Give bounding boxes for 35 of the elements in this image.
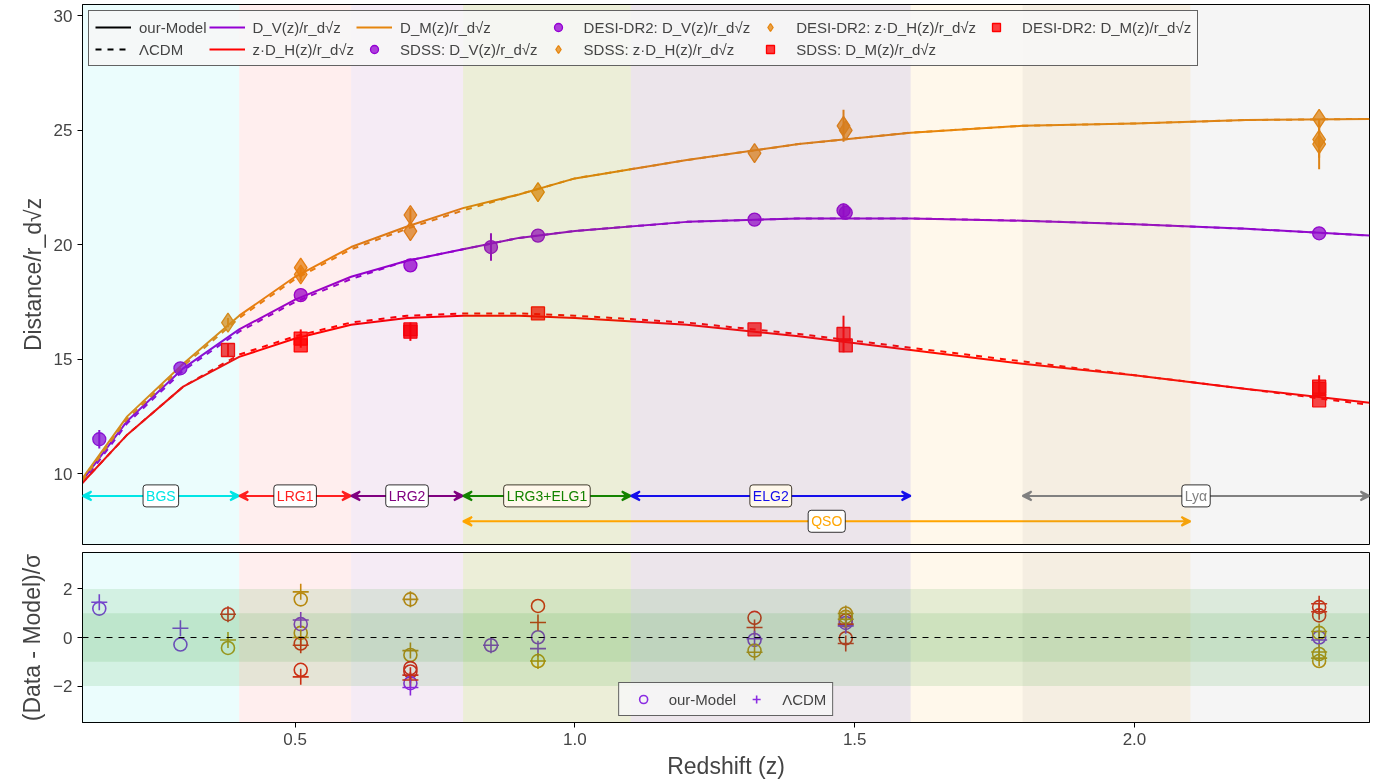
legend-label: DESI-DR2: D_M(z)/r_d√z	[1022, 18, 1192, 36]
x-axis-title: Redshift (z)	[667, 752, 785, 779]
x-tick-label: 1.0	[563, 729, 587, 749]
band-label: BGS	[146, 487, 176, 504]
x-tick-label: 1.5	[842, 729, 867, 749]
legend-label: ΛCDM	[139, 40, 184, 58]
legend-label: SDSS: D_V(z)/r_d√z	[400, 40, 538, 58]
legend-label: ΛCDM	[782, 690, 827, 708]
legend-label: DESI-DR2: z·D_H(z)/r_d√z	[796, 18, 977, 36]
band-label: QSO	[811, 513, 843, 530]
x-tick-label: 0.5	[283, 729, 307, 749]
band-label: LRG1	[276, 487, 314, 504]
band-label: Lyα	[1184, 487, 1208, 504]
band-label: ELG2	[752, 487, 789, 504]
legend-label: our-Model	[139, 18, 207, 36]
legend-label: SDSS: D_M(z)/r_d√z	[796, 40, 937, 58]
y-tick-label: 25	[53, 121, 73, 141]
legend-label: z·D_H(z)/r_d√z	[252, 40, 355, 58]
y-axis-title: (Data - Model)/σ	[19, 553, 46, 722]
legend-label: our-Model	[668, 690, 737, 708]
y-tick-label: −2	[53, 677, 73, 697]
y-tick-label: 15	[53, 350, 73, 370]
x-tick-label: 2.0	[1122, 729, 1147, 749]
legend-label: D_V(z)/r_d√z	[252, 18, 341, 36]
band-label: LRG3+ELG1	[506, 487, 588, 504]
y-tick-label: 10	[53, 464, 73, 484]
y-tick-label: 2	[63, 579, 73, 599]
y-axis-title: Distance/r_d√z	[19, 197, 46, 352]
legend-label: D_M(z)/r_d√z	[400, 18, 491, 36]
y-tick-label: 30	[53, 6, 73, 26]
y-tick-label: 20	[53, 235, 73, 255]
legend-label: DESI-DR2: D_V(z)/r_d√z	[583, 18, 751, 36]
legend-label: SDSS: z·D_H(z)/r_d√z	[583, 40, 735, 58]
band-label: LRG2	[388, 487, 426, 504]
y-tick-label: 0	[63, 628, 73, 648]
